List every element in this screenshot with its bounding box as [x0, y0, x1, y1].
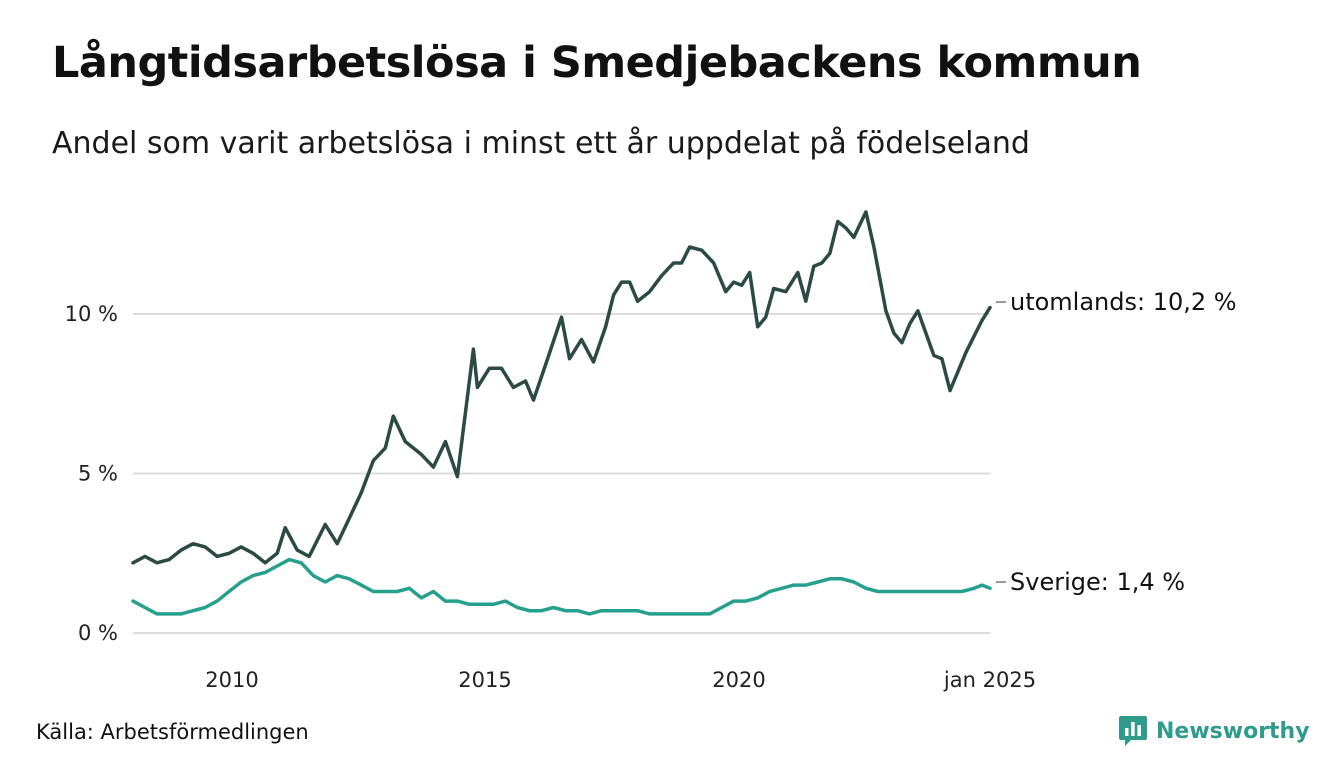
series-line-utomlands [133, 212, 990, 563]
y-tick-label: 0 % [78, 621, 118, 645]
brand-name: Newsworthy [1156, 719, 1310, 744]
series-lines [133, 212, 990, 614]
end-label-utomlands: utomlands: 10,2 % [1010, 288, 1237, 316]
series-end-labels: utomlands: 10,2 % Sverige: 1,4 % [996, 288, 1237, 596]
y-tick-label: 10 % [65, 302, 118, 326]
x-tick-label: 2015 [458, 668, 511, 692]
end-label-sverige: Sverige: 1,4 % [1010, 568, 1185, 596]
source-note: Källa: Arbetsförmedlingen [36, 720, 309, 744]
y-axis: 0 % 5 % 10 % [65, 302, 118, 645]
x-tick-label: 2010 [205, 668, 258, 692]
x-axis: 2010 2015 2020 jan 2025 [205, 668, 1036, 692]
series-line-sverige [133, 560, 990, 614]
newsworthy-logo: Newsworthy [1118, 714, 1310, 748]
bar-chart-speech-bubble-icon [1118, 714, 1148, 748]
line-chart: 0 % 5 % 10 % 2010 2015 2020 jan 2025 utomland… [0, 0, 1340, 780]
x-tick-label: jan 2025 [943, 668, 1036, 692]
x-tick-label: 2020 [712, 668, 765, 692]
y-tick-label: 5 % [78, 462, 118, 486]
